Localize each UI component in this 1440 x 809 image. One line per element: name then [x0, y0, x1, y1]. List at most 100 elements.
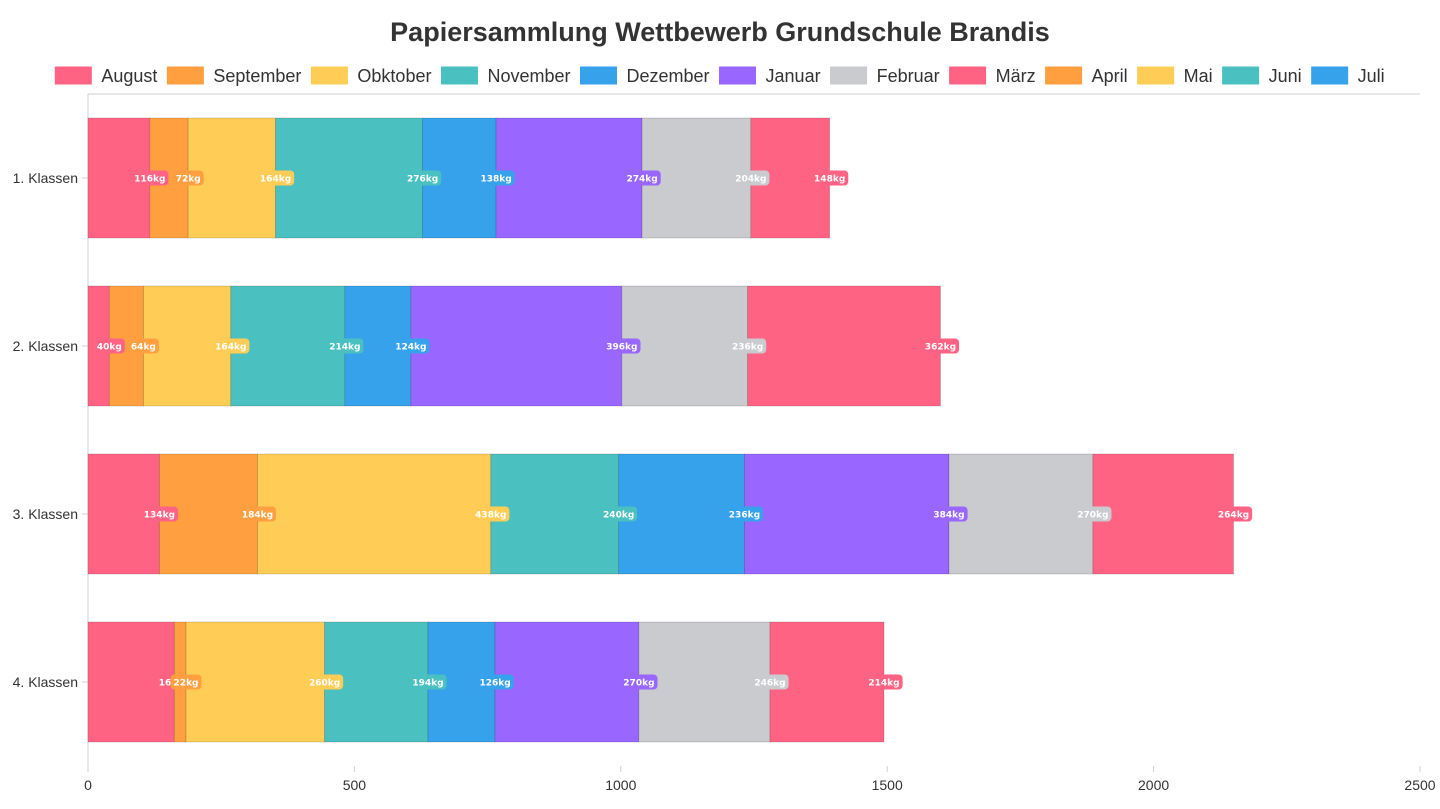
data-label-3-klassen-märz: 264kg: [1214, 506, 1253, 522]
legend-label: August: [101, 66, 157, 86]
legend-label: Januar: [766, 66, 821, 86]
bar-3-klassen-dezember[interactable]: [618, 453, 745, 575]
data-label-text: 240kg: [603, 511, 634, 521]
data-label-background: [326, 338, 364, 354]
data-label-text: 184kg: [242, 511, 273, 521]
x-tick-label: 2500: [1404, 777, 1435, 793]
legend: August September Obktober November Dezember J…: [54, 66, 1385, 86]
data-label-text: 40kg: [97, 343, 122, 353]
legend-swatch: [1045, 66, 1083, 85]
data-label-text: 124kg: [395, 343, 426, 353]
data-label-text: 116kg: [134, 175, 165, 185]
bar-1-klassen-januar[interactable]: [495, 117, 643, 239]
legend-label: Juli: [1358, 66, 1385, 86]
legend-label: April: [1092, 66, 1128, 86]
bar-4-klassen-februar[interactable]: [638, 621, 771, 743]
data-label-text: 134kg: [144, 511, 175, 521]
data-label-background: [305, 674, 344, 690]
legend-swatch: [310, 66, 348, 85]
data-label-4-klassen-februar: 246kg: [751, 674, 789, 690]
legend-swatch: [1311, 66, 1349, 85]
data-label-background: [172, 170, 204, 186]
bar-1-klassen-november[interactable]: [275, 117, 423, 239]
chart-title: Papiersammlung Wettbewerb Grundschule Br…: [390, 17, 1050, 47]
bar-3-klassen-märz[interactable]: [1092, 453, 1234, 575]
data-label-4-klassen-obktober: 260kg: [305, 674, 344, 690]
legend-swatch: [580, 66, 617, 85]
data-label-4-klassen-märz: 214kg: [865, 674, 903, 690]
data-label-background: [600, 506, 638, 522]
data-label-text: 138kg: [481, 175, 512, 185]
legend-swatch: [719, 66, 757, 85]
bar-2-klassen-januar[interactable]: [410, 285, 623, 407]
bar-4-klassen-obktober[interactable]: [185, 621, 325, 743]
data-label-3-klassen-dezember: 236kg: [725, 506, 764, 522]
data-label-2-klassen-dezember: 124kg: [392, 338, 430, 354]
legend-item-november[interactable]: November: [440, 66, 571, 86]
bar-3-klassen-obktober[interactable]: [257, 453, 492, 575]
legend-item-obktober[interactable]: Obktober: [310, 66, 431, 86]
data-label-text: 194kg: [412, 679, 443, 689]
y-tick-label: 4. Klassen: [13, 674, 78, 690]
data-label-text: 246kg: [754, 679, 785, 689]
data-label-background: [725, 506, 764, 522]
legend-item-dezember[interactable]: Dezember: [580, 66, 710, 86]
bar-2-klassen-märz[interactable]: [747, 285, 941, 407]
x-tick-label: 500: [343, 777, 367, 793]
legend-label: Juni: [1269, 66, 1302, 86]
data-label-text: 236kg: [732, 343, 763, 353]
data-label-background: [1074, 506, 1112, 522]
data-label-background: [865, 674, 903, 690]
data-label-1-klassen-dezember: 138kg: [477, 170, 515, 186]
data-label-background: [751, 674, 789, 690]
data-label-text: 164kg: [215, 343, 246, 353]
data-label-background: [170, 674, 202, 690]
x-tick-label: 1000: [605, 777, 636, 793]
legend-item-mai[interactable]: Mai: [1137, 66, 1213, 86]
bar-3-klassen-november[interactable]: [490, 453, 620, 575]
data-label-3-klassen-august: 134kg: [140, 506, 179, 522]
data-label-text: 270kg: [623, 679, 654, 689]
bar-4-klassen-januar[interactable]: [494, 621, 640, 743]
legend-item-februar[interactable]: Februar: [830, 66, 940, 86]
legend-item-juni[interactable]: Juni: [1222, 66, 1302, 86]
legend-label: März: [996, 66, 1036, 86]
legend-item-januar[interactable]: Januar: [719, 66, 821, 86]
bars: [87, 117, 1234, 743]
data-label-text: 264kg: [1218, 511, 1249, 521]
legend-item-april[interactable]: April: [1045, 66, 1128, 86]
bar-3-klassen-februar[interactable]: [948, 453, 1094, 575]
x-tick-label: 1500: [872, 777, 903, 793]
data-label-background: [212, 338, 250, 354]
data-labels: 116kg 72kg 164kg 276kg 138kg 274kg 204kg 148kg 4…: [93, 170, 1253, 690]
legend-label: Dezember: [627, 66, 710, 86]
data-label-background: [93, 338, 125, 354]
legend-item-juli[interactable]: Juli: [1311, 66, 1385, 86]
legend-item-august[interactable]: August: [54, 66, 157, 86]
bar-3-klassen-januar[interactable]: [744, 453, 950, 575]
data-label-text: 260kg: [309, 679, 340, 689]
data-label-3-klassen-februar: 270kg: [1074, 506, 1112, 522]
data-label-3-klassen-september: 184kg: [238, 506, 277, 522]
bar-2-klassen-februar[interactable]: [621, 285, 749, 407]
data-label-2-klassen-august: 40kg: [93, 338, 125, 354]
data-label-background: [140, 506, 179, 522]
legend-label: September: [213, 66, 301, 86]
data-label-text: 148kg: [814, 175, 845, 185]
y-tick-label: 2. Klassen: [13, 338, 78, 354]
data-label-text: 276kg: [407, 175, 438, 185]
data-label-text: 214kg: [868, 679, 899, 689]
data-label-background: [728, 338, 767, 354]
data-label-2-klassen-märz: 362kg: [921, 338, 960, 354]
legend-item-märz[interactable]: März: [949, 66, 1036, 86]
y-tick-label: 1. Klassen: [13, 170, 78, 186]
data-label-text: 270kg: [1077, 511, 1108, 521]
data-label-4-klassen-september: 22kg: [170, 674, 202, 690]
data-label-text: 438kg: [475, 511, 506, 521]
data-label-1-klassen-obktober: 164kg: [256, 170, 295, 186]
legend-item-september[interactable]: September: [166, 66, 301, 86]
data-label-2-klassen-obktober: 164kg: [212, 338, 250, 354]
data-label-4-klassen-dezember: 126kg: [476, 674, 514, 690]
data-label-1-klassen-januar: 274kg: [623, 170, 661, 186]
